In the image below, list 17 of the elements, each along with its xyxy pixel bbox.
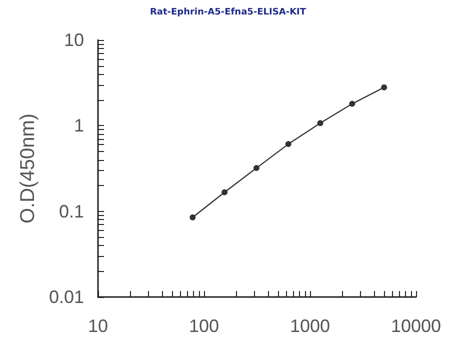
y-tick-label: 1 — [74, 116, 84, 136]
y-tick-label: 0.01 — [48, 287, 84, 307]
x-tick-label: 10000 — [390, 316, 442, 336]
point — [190, 214, 196, 220]
y-tick-label: 10 — [64, 30, 84, 50]
point — [253, 165, 260, 172]
chart-title: Rat-Ephrin-A5-Efna5-ELISA-KIT — [150, 8, 307, 18]
point — [349, 100, 356, 107]
point — [317, 120, 324, 126]
y-axis-title: O.D(450nm) — [17, 113, 40, 224]
x-tick-label: 100 — [188, 316, 220, 336]
x-tick-label: 10 — [88, 316, 108, 336]
x-tick-label: 1000 — [290, 316, 330, 336]
point — [285, 141, 292, 148]
point — [222, 189, 228, 196]
point — [381, 84, 388, 90]
y-tick-label: 0.1 — [58, 201, 84, 222]
